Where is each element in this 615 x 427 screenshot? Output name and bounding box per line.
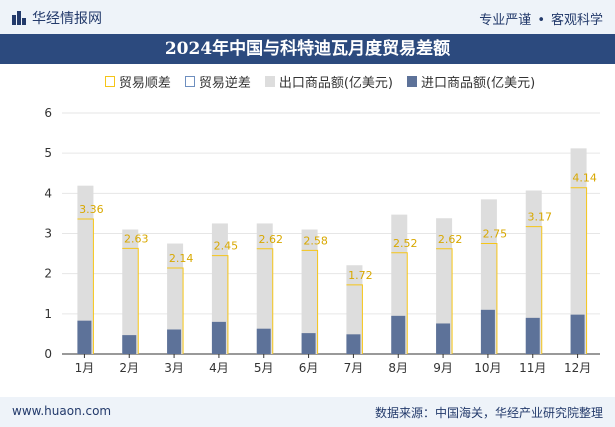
surplus-marker (211, 255, 229, 354)
surplus-marker (391, 252, 408, 354)
x-tick-label: 7月 (344, 361, 364, 375)
legend-label-surplus: 贸易顺差 (118, 76, 171, 91)
tagline: 专业严谨 • 客观科学 (479, 9, 603, 28)
x-tick-label: 9月 (433, 361, 453, 375)
export-bar (122, 229, 139, 354)
import-bar (570, 314, 585, 354)
x-tick-label: 3月 (164, 361, 184, 375)
surplus-marker (122, 247, 139, 354)
surplus-marker (480, 243, 498, 354)
legend-item-exports: 出口商品额(亿美元) (264, 72, 394, 91)
footer-source: 数据来源：中国海关，华经产业研究院整理 (374, 406, 603, 420)
import-bar (525, 317, 540, 354)
tagline-separator: • (537, 13, 545, 28)
export-bar (301, 229, 318, 354)
surplus-marker (77, 218, 94, 354)
legend-swatch-surplus (104, 76, 115, 87)
surplus-data-label: 2.52 (393, 237, 418, 250)
import-bar (436, 323, 451, 354)
surplus-data-label: 2.62 (259, 233, 284, 246)
x-tick-label: 2月 (119, 361, 139, 375)
import-bar (301, 333, 316, 354)
x-tick-label: 5月 (254, 361, 274, 375)
legend-item-surplus: 贸易顺差 (104, 72, 171, 91)
import-bar (480, 309, 495, 354)
surplus-marker (525, 226, 543, 354)
brand[interactable]: 华经情报网 (12, 8, 102, 28)
surplus-marker (346, 284, 363, 354)
legend-item-deficit: 贸易逆差 (184, 72, 251, 91)
x-tick-label: 1月 (75, 361, 95, 375)
surplus-data-label: 2.58 (303, 234, 328, 247)
bar-chart: 0 1 2 3 4 5 6 3.36 1月 2.63 2月 2.14 3月 2.45 4月 2.62 5月 2.5… (44, 106, 600, 375)
x-tick-label: 4月 (209, 361, 229, 375)
y-tick-label: 5 (44, 146, 52, 160)
brand-name: 华经情报网 (32, 11, 102, 27)
x-tick-label: 10月 (474, 361, 501, 375)
surplus-data-label: 2.45 (214, 240, 239, 253)
surplus-data-label: 2.63 (124, 232, 149, 245)
y-tick-label: 0 (44, 347, 52, 361)
export-bar (570, 148, 587, 354)
chart-legend: 贸易顺差 贸易逆差 出口商品额(亿美元) 进口商品额(亿美元) (60, 72, 580, 91)
legend-swatch-exports (264, 76, 275, 87)
legend-item-imports: 进口商品额(亿美元) (407, 72, 535, 91)
import-bar (77, 320, 92, 354)
tagline-right: 客观科学 (550, 13, 603, 28)
export-bar (77, 185, 94, 354)
export-bar (167, 243, 184, 354)
tagline-left: 专业严谨 (479, 13, 532, 28)
surplus-marker (436, 248, 453, 354)
footer-url[interactable]: www.huaon.com (12, 404, 112, 418)
export-bar (211, 223, 228, 354)
y-tick-label: 6 (44, 106, 52, 120)
import-bar (346, 334, 361, 354)
x-tick-label: 8月 (388, 361, 408, 375)
x-tick-label: 6月 (299, 361, 319, 375)
export-bar (256, 223, 273, 354)
surplus-marker (570, 187, 588, 354)
footer: www.huaon.com 数据来源：中国海关，华经产业研究院整理 (0, 397, 615, 427)
export-bar (525, 190, 542, 354)
export-bar (346, 265, 363, 354)
surplus-marker (167, 267, 184, 354)
import-bar (122, 335, 137, 354)
x-tick-label: 12月 (564, 361, 591, 375)
import-bar (256, 328, 271, 354)
chart-title: 2024年中国与科特迪瓦月度贸易差额 (0, 34, 615, 64)
surplus-data-label: 3.17 (528, 211, 553, 224)
surplus-marker (301, 249, 319, 354)
import-bar (167, 329, 182, 354)
bar-chart-icon (12, 11, 26, 25)
legend-label-imports: 进口商品额(亿美元) (421, 76, 536, 91)
top-bar: 华经情报网 专业严谨 • 客观科学 (0, 0, 615, 34)
surplus-data-label: 2.62 (438, 233, 463, 246)
y-tick-label: 1 (44, 307, 52, 321)
surplus-marker (256, 248, 274, 354)
surplus-data-label: 2.75 (483, 228, 508, 241)
legend-swatch-imports (407, 76, 418, 87)
export-bar (436, 218, 453, 354)
legend-label-deficit: 贸易逆差 (198, 76, 251, 91)
surplus-data-label: 1.72 (348, 269, 373, 282)
surplus-data-label: 2.14 (169, 252, 194, 265)
surplus-data-label: 4.14 (572, 172, 597, 185)
surplus-data-label: 3.36 (79, 203, 104, 216)
x-tick-label: 11月 (519, 361, 546, 375)
y-tick-label: 4 (44, 186, 52, 200)
y-tick-label: 3 (44, 227, 52, 241)
legend-label-exports: 出口商品额(亿美元) (278, 76, 394, 91)
import-bar (211, 321, 226, 354)
y-tick-label: 2 (44, 267, 52, 281)
import-bar (391, 315, 406, 354)
legend-swatch-deficit (184, 76, 195, 87)
